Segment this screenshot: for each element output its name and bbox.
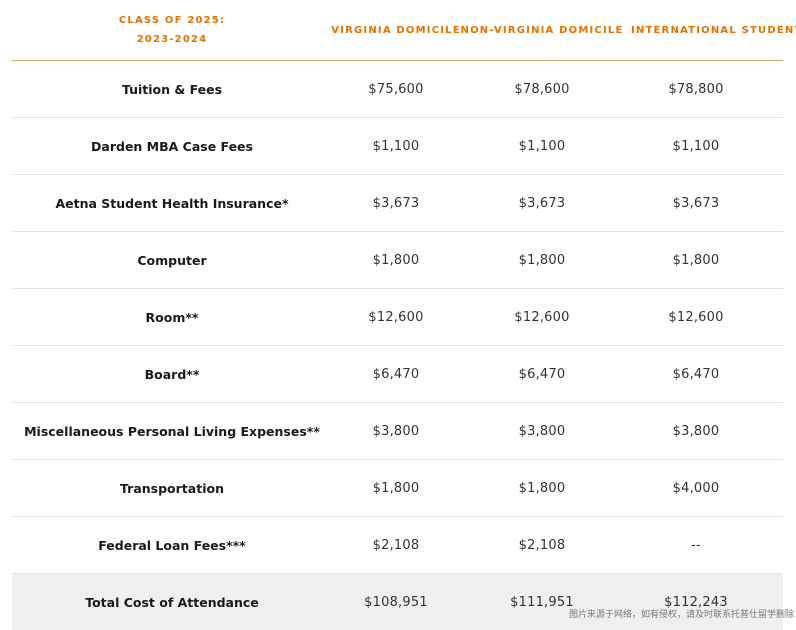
class-year-label: CLASS OF 2025: bbox=[118, 15, 226, 26]
table-row: Tuition & Fees $75,600 $78,600 $78,800 bbox=[12, 61, 783, 118]
row-label: Board** bbox=[144, 366, 200, 382]
non-virginia-value: $1,800 bbox=[518, 480, 566, 496]
non-virginia-value: $1,800 bbox=[518, 252, 566, 268]
non-virginia-value: $2,108 bbox=[518, 537, 566, 553]
total-label: Total Cost of Attendance bbox=[85, 594, 259, 610]
row-label: Room** bbox=[145, 309, 199, 325]
non-virginia-value: $3,800 bbox=[518, 423, 566, 439]
virginia-value: $3,800 bbox=[372, 423, 420, 439]
table-row: Transportation $1,800 $1,800 $4,000 bbox=[12, 460, 783, 517]
total-row: Total Cost of Attendance $108,951 $111,9… bbox=[12, 574, 783, 630]
international-value: $1,800 bbox=[672, 252, 720, 268]
international-value: $4,000 bbox=[672, 480, 720, 496]
row-label: Transportation bbox=[120, 480, 224, 496]
table-row: Darden MBA Case Fees $1,100 $1,100 $1,10… bbox=[12, 118, 783, 175]
virginia-value: $75,600 bbox=[368, 81, 424, 97]
non-virginia-value: $6,470 bbox=[518, 366, 566, 382]
virginia-value: $1,800 bbox=[372, 480, 420, 496]
row-label: Miscellaneous Personal Living Expenses** bbox=[24, 423, 320, 439]
table-row: Board** $6,470 $6,470 $6,470 bbox=[12, 346, 783, 403]
international-value: -- bbox=[691, 537, 701, 553]
international-value: $3,800 bbox=[672, 423, 720, 439]
virginia-value: $6,470 bbox=[372, 366, 420, 382]
international-value: $12,600 bbox=[668, 309, 724, 325]
virginia-value: $1,100 bbox=[372, 138, 420, 154]
cost-of-attendance-table: CLASS OF 2025: 2023-2024 VIRGINIA DOMICI… bbox=[12, 0, 796, 630]
non-virginia-value: $12,600 bbox=[514, 309, 570, 325]
international-students-header: INTERNATIONAL STUDENTS bbox=[631, 24, 796, 36]
table-row: Computer $1,800 $1,800 $1,800 bbox=[12, 232, 783, 289]
non-virginia-total: $111,951 bbox=[510, 594, 574, 610]
row-label: Federal Loan Fees*** bbox=[98, 537, 246, 553]
table-row: Room** $12,600 $12,600 $12,600 bbox=[12, 289, 783, 346]
virginia-value: $1,800 bbox=[372, 252, 420, 268]
virginia-value: $12,600 bbox=[368, 309, 424, 325]
row-label: Tuition & Fees bbox=[121, 81, 223, 97]
international-value: $78,800 bbox=[668, 81, 724, 97]
international-total: $112,243 bbox=[664, 594, 728, 610]
non-virginia-value: $1,100 bbox=[518, 138, 566, 154]
table-header: CLASS OF 2025: 2023-2024 VIRGINIA DOMICI… bbox=[12, 0, 796, 61]
row-label: Aetna Student Health Insurance* bbox=[55, 195, 289, 211]
row-label: Computer bbox=[137, 252, 207, 268]
academic-year-label: 2023-2024 bbox=[136, 34, 208, 45]
virginia-value: $3,673 bbox=[372, 195, 420, 211]
virginia-domicile-header: VIRGINIA DOMICILE bbox=[331, 24, 461, 36]
table-row: Federal Loan Fees*** $2,108 $2,108 -- bbox=[12, 517, 783, 574]
international-value: $3,673 bbox=[672, 195, 720, 211]
virginia-value: $2,108 bbox=[372, 537, 420, 553]
international-value: $6,470 bbox=[672, 366, 720, 382]
class-year-header: CLASS OF 2025: 2023-2024 bbox=[12, 0, 332, 60]
non-virginia-domicile-header: NON-VIRGINIA DOMICILE bbox=[460, 24, 624, 36]
international-value: $1,100 bbox=[672, 138, 720, 154]
virginia-total: $108,951 bbox=[364, 594, 428, 610]
row-label: Darden MBA Case Fees bbox=[91, 138, 253, 154]
table-row: Miscellaneous Personal Living Expenses**… bbox=[12, 403, 783, 460]
image-source-watermark: 图片来源于网络，如有侵权，请及时联系托普仕留学删除 bbox=[568, 610, 794, 620]
non-virginia-value: $78,600 bbox=[514, 81, 570, 97]
non-virginia-value: $3,673 bbox=[518, 195, 566, 211]
table-row: Aetna Student Health Insurance* $3,673 $… bbox=[12, 175, 783, 232]
